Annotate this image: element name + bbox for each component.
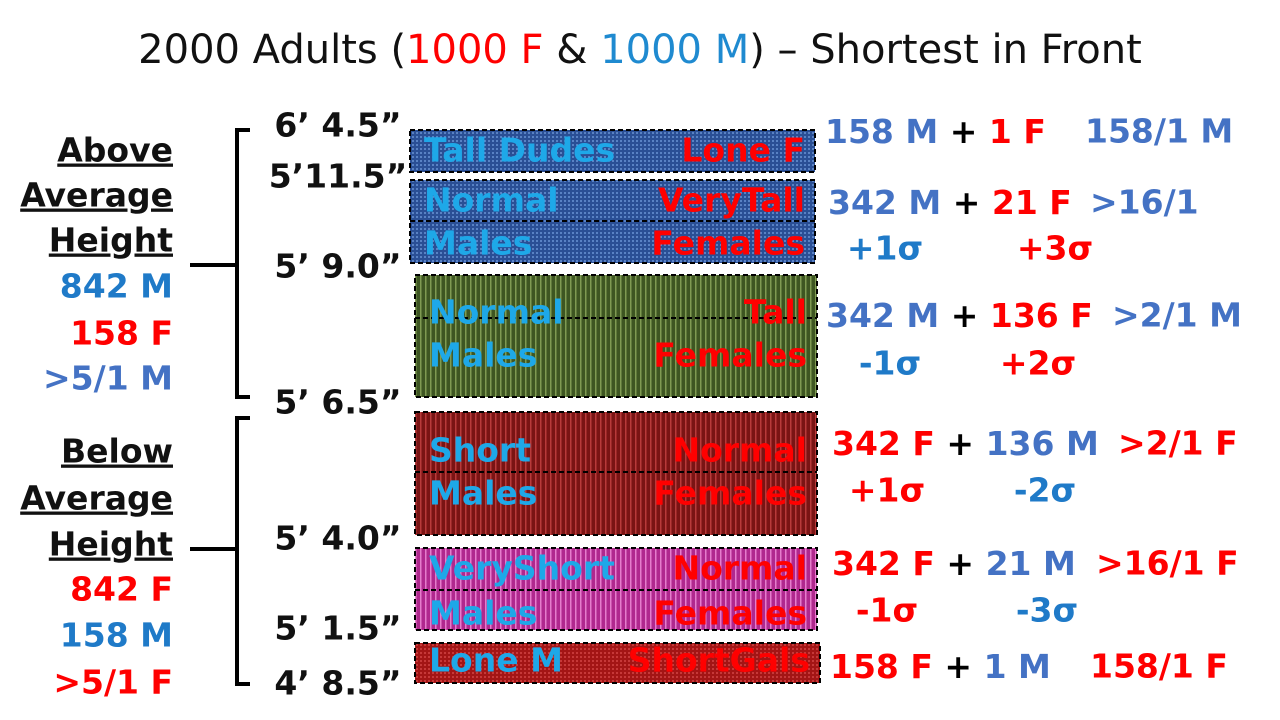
stat-line: 158 F + 1 M (830, 647, 1051, 686)
stat-line: 342 F + 136 M (832, 424, 1099, 463)
stat-part: 342 F (832, 424, 935, 463)
stat-part: + (946, 544, 974, 583)
height-label: 5’11.5” (269, 157, 408, 196)
title-part: 2000 Adults ( (138, 27, 406, 73)
stat-sigma: -3σ (1016, 591, 1078, 630)
stat-part: 342 M (828, 183, 941, 222)
title-part: 1000 F (406, 27, 544, 73)
band-label: VeryTall (658, 181, 805, 220)
band-label: Normal (672, 549, 807, 588)
title-part: & (544, 27, 601, 73)
band (409, 129, 816, 173)
group-count: >5/1 F (53, 663, 173, 702)
group-heading: Average (20, 176, 173, 215)
stat-part: + (950, 112, 978, 151)
band-label: Tall Dudes (424, 131, 615, 170)
band (414, 411, 818, 536)
stat-sigma: -2σ (1014, 471, 1076, 510)
stat-ratio: >16/1 F (1096, 544, 1239, 583)
stat-part: + (946, 424, 974, 463)
stat-part: 136 M (986, 424, 1099, 463)
group-count: 158 M (60, 616, 173, 655)
band-label: Males (429, 336, 537, 375)
title-part: 1000 M (600, 27, 749, 73)
stat-ratio: >2/1 F (1118, 424, 1238, 463)
band-label: VeryShort (429, 549, 615, 588)
stat-sigma: +2σ (1000, 344, 1076, 383)
group-count: 842 M (60, 267, 173, 306)
height-label: 5’ 4.0” (274, 519, 401, 558)
group-count: 842 F (70, 570, 173, 609)
band-label: ShortGals (628, 641, 810, 680)
band-label: Normal (424, 181, 559, 220)
stat-part: + (953, 183, 981, 222)
stat-part: + (944, 647, 972, 686)
band-label: Females (653, 474, 807, 513)
height-label: 6’ 4.5” (274, 106, 401, 145)
band-label: Females (653, 594, 807, 633)
height-label: 5’ 1.5” (274, 609, 401, 648)
title-part: ) – Shortest in Front (749, 27, 1142, 73)
stat-line: 342 M + 21 F (828, 183, 1072, 222)
stat-line: 158 M + 1 F (825, 112, 1046, 151)
stat-ratio: >2/1 M (1112, 296, 1242, 335)
stat-part: 342 F (832, 544, 935, 583)
group-count: 158 F (70, 314, 173, 353)
band-label: Lone F (681, 131, 805, 170)
title: 2000 Adults (1000 F & 1000 M) – Shortest… (138, 27, 1142, 73)
band-label: Lone M (429, 641, 563, 680)
stat-sigma: -1σ (859, 344, 921, 383)
group-heading: Average (20, 479, 173, 518)
band-label: Males (424, 224, 532, 263)
stat-part: + (951, 296, 979, 335)
stat-sigma: +3σ (1017, 229, 1093, 268)
group-heading: Height (49, 525, 173, 564)
band (414, 274, 818, 398)
band-label: Tall (744, 293, 807, 332)
bracket (190, 128, 250, 399)
group-count: >5/1 M (43, 359, 173, 398)
band-label: Males (429, 474, 537, 513)
stat-sigma: +1σ (849, 471, 925, 510)
band-label: Females (653, 336, 807, 375)
group-heading: Above (57, 131, 173, 170)
group-heading: Below (61, 432, 173, 471)
height-label: 5’ 9.0” (274, 247, 401, 286)
stat-ratio: >16/1 (1090, 183, 1199, 222)
stat-part: 342 M (826, 296, 939, 335)
stat-ratio: 158/1 M (1085, 112, 1233, 151)
stat-line: 342 M + 136 F (826, 296, 1093, 335)
band-label: Short (429, 431, 531, 470)
bracket (190, 416, 250, 686)
band (414, 642, 821, 684)
band-label: Females (651, 224, 805, 263)
stat-part: 136 F (990, 296, 1093, 335)
height-label: 5’ 6.5” (274, 383, 401, 422)
stat-part: 21 M (986, 544, 1076, 583)
stat-sigma: +1σ (847, 229, 923, 268)
height-label: 4’ 8.5” (274, 664, 401, 703)
band-label: Normal (429, 293, 564, 332)
stat-line: 342 F + 21 M (832, 544, 1076, 583)
stat-part: 1 F (989, 112, 1046, 151)
stat-part: 21 F (992, 183, 1072, 222)
group-heading: Height (49, 221, 173, 260)
stat-part: 1 M (984, 647, 1051, 686)
stat-sigma: -1σ (856, 591, 918, 630)
stat-ratio: 158/1 F (1090, 647, 1228, 686)
stat-part: 158 F (830, 647, 933, 686)
band-label: Normal (672, 431, 807, 470)
band-label: Males (429, 594, 537, 633)
stat-part: 158 M (825, 112, 938, 151)
